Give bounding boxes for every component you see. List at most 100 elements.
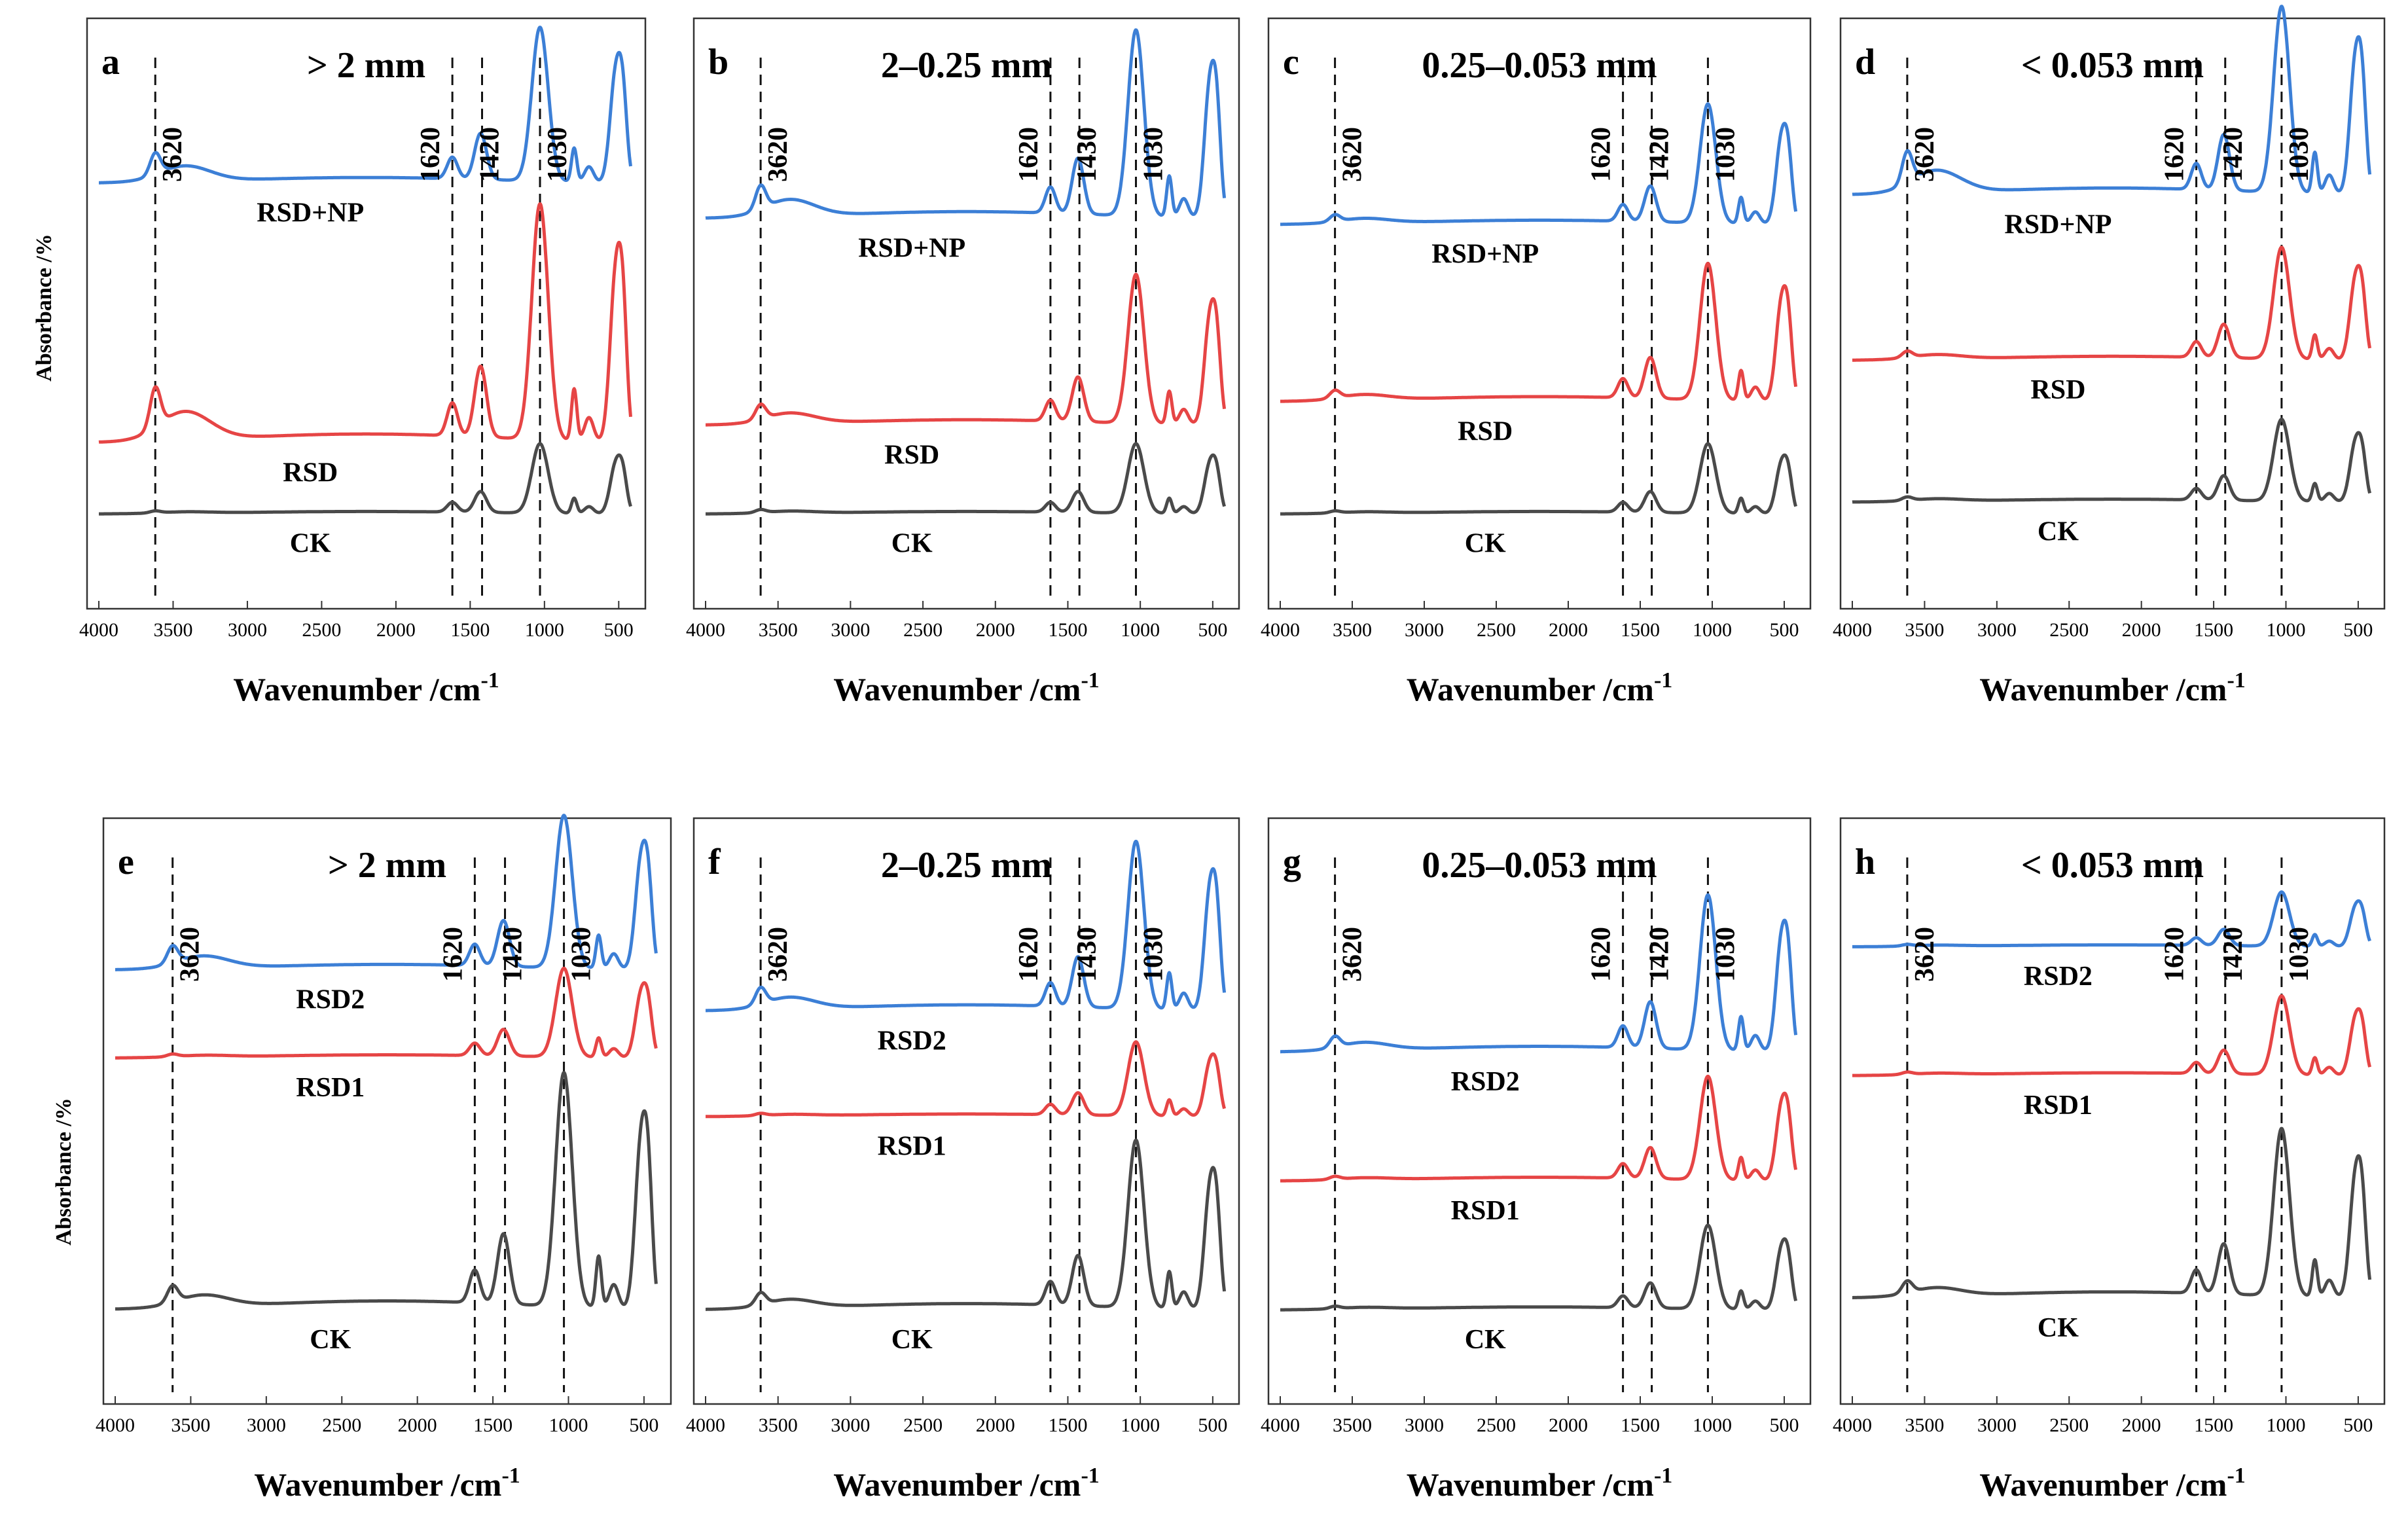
x-axis-title: Wavenumber /cm-1: [1979, 1464, 2246, 1503]
x-tick-label: 500: [604, 619, 634, 641]
x-tick-label: 2000: [976, 1414, 1015, 1436]
series-label: CK: [1465, 1325, 1506, 1355]
series-line-rsd1: [1279, 1074, 1798, 1183]
panel-size-title: 2–0.25 mm: [881, 45, 1052, 86]
x-tick-label: 2000: [976, 619, 1015, 641]
x-tick-label: 3500: [759, 1414, 798, 1436]
panel-frame: [1267, 17, 1812, 610]
peak-label-1420: 1420: [2218, 127, 2248, 182]
series-line-rsd1: [1851, 994, 2372, 1077]
panel-frame: [1839, 17, 2386, 610]
panel-d: RSD+NP RSD CK 4000 3500 3000 2500 2000 1500 1000 5…: [1833, 5, 2386, 708]
peak-label-1420: 1420: [498, 927, 528, 982]
series-line-rsd: [1279, 262, 1798, 403]
panel-c: RSD+NP RSD CK 4000 3500 3000 2500 2000 1500 1000 5…: [1261, 17, 1812, 708]
series-label: RSD1: [2024, 1090, 2093, 1121]
x-tick-label: 2500: [903, 619, 943, 641]
panel-letter: d: [1855, 42, 1875, 82]
peak-label-1620: 1620: [2160, 127, 2190, 182]
x-tick-label: 3000: [1405, 619, 1444, 641]
peak-label-3620: 3620: [763, 127, 793, 182]
panel-frame: [86, 17, 647, 610]
peak-label-1030: 1030: [1710, 127, 1740, 182]
x-axis-title: Wavenumber /cm-1: [1979, 668, 2246, 708]
series-line-rsd1: [114, 966, 658, 1060]
x-tick-label: 2000: [2122, 1414, 2161, 1436]
panels: RSD+NP RSD CK 4000 3500 3000 2500 2000 1500 1000 5…: [79, 5, 2386, 1503]
peak-label-1620: 1620: [438, 927, 468, 982]
x-tick-label: 2000: [1549, 619, 1588, 641]
peak-label-1030: 1030: [543, 127, 573, 182]
series-label: RSD1: [878, 1131, 946, 1161]
series-line-ck: [1851, 418, 2372, 504]
x-tick-label: 3000: [831, 1414, 870, 1436]
x-tick-label: 1000: [1693, 1414, 1732, 1436]
panel-letter: b: [708, 42, 728, 82]
x-tick-label: 3500: [1905, 619, 1944, 641]
x-tick-label: 1000: [1693, 619, 1732, 641]
peak-label-1420: 1420: [1645, 927, 1675, 982]
peak-label-1030: 1030: [1139, 927, 1169, 982]
panel-g: RSD2 RSD1 CK 4000 3500 3000 2500 2000 1500 1000 50…: [1261, 817, 1812, 1503]
series-label: RSD2: [878, 1026, 946, 1056]
series-line-rsd2: [114, 814, 658, 971]
x-tick-label: 2500: [2049, 619, 2089, 641]
x-tick-label: 500: [629, 1414, 658, 1436]
series-label: CK: [310, 1325, 351, 1355]
x-axis-title: Wavenumber /cm-1: [833, 1464, 1100, 1503]
series-label: CK: [2038, 1313, 2079, 1343]
series-line-rsd2: [704, 840, 1227, 1013]
x-tick-label: 1500: [1048, 619, 1087, 641]
x-tick-label: 1500: [450, 619, 490, 641]
x-tick-label: 2500: [322, 1414, 361, 1436]
x-tick-label: 500: [1770, 1414, 1799, 1436]
panel-size-title: > 2 mm: [307, 45, 425, 86]
series-line-rsd-np: [704, 28, 1227, 220]
series-label: RSD: [283, 458, 338, 488]
x-tick-label: 4000: [1261, 1414, 1300, 1436]
x-tick-label: 3500: [1333, 619, 1372, 641]
y-axis-title-bottom: Absorbance /%: [52, 1098, 76, 1246]
series-line-rsd2: [1851, 890, 2371, 948]
peak-label-1420: 1420: [1645, 127, 1675, 182]
series-line-ck: [704, 1138, 1227, 1311]
x-tick-label: 4000: [1833, 1414, 1872, 1436]
peak-label-1620: 1620: [1014, 927, 1044, 982]
peak-label-1030: 1030: [2284, 927, 2314, 982]
series-label: RSD2: [2024, 962, 2093, 992]
x-tick-label: 1000: [1121, 1414, 1160, 1436]
series-line-rsd: [704, 272, 1227, 427]
panel-e: RSD2 RSD1 CK 4000 3500 3000 2500 2000 1500 1000 50…: [96, 814, 672, 1503]
x-tick-label: 3500: [153, 619, 192, 641]
x-axis-title: Wavenumber /cm-1: [233, 668, 499, 708]
x-tick-label: 4000: [96, 1414, 135, 1436]
panel-size-title: < 0.053 mm: [2021, 45, 2204, 86]
series-label: CK: [2038, 517, 2079, 547]
x-tick-label: 4000: [686, 619, 725, 641]
series-label: RSD: [2030, 375, 2085, 405]
peak-label-1030: 1030: [1139, 127, 1169, 182]
panel-f: RSD2 RSD1 CK 4000 3500 3000 2500 2000 1500 1000 50…: [686, 817, 1240, 1503]
x-tick-label: 3500: [171, 1414, 210, 1436]
series-line-ck: [114, 1071, 658, 1311]
panel-size-title: > 2 mm: [328, 845, 446, 886]
x-tick-label: 2500: [1477, 1414, 1516, 1436]
x-tick-label: 3000: [1405, 1414, 1444, 1436]
x-tick-label: 2500: [2049, 1414, 2089, 1436]
peak-label-3620: 3620: [1910, 927, 1940, 982]
peak-label-1030: 1030: [2284, 127, 2314, 182]
series-label: RSD2: [296, 985, 365, 1015]
panel-letter: e: [118, 842, 134, 882]
peak-label-1620: 1620: [1587, 927, 1617, 982]
series-line-ck: [1851, 1126, 2372, 1299]
peak-label-1030: 1030: [1710, 927, 1740, 982]
peak-label-1620: 1620: [2160, 927, 2190, 982]
x-tick-label: 500: [2343, 1414, 2373, 1436]
peak-label-1620: 1620: [1014, 127, 1044, 182]
series-line-ck: [1279, 442, 1798, 516]
peak-label-1030: 1030: [567, 927, 597, 982]
peak-label-3620: 3620: [1338, 927, 1368, 982]
peak-label-3620: 3620: [1910, 127, 1940, 182]
x-axis-title: Wavenumber /cm-1: [1407, 668, 1673, 708]
x-tick-label: 1000: [525, 619, 564, 641]
